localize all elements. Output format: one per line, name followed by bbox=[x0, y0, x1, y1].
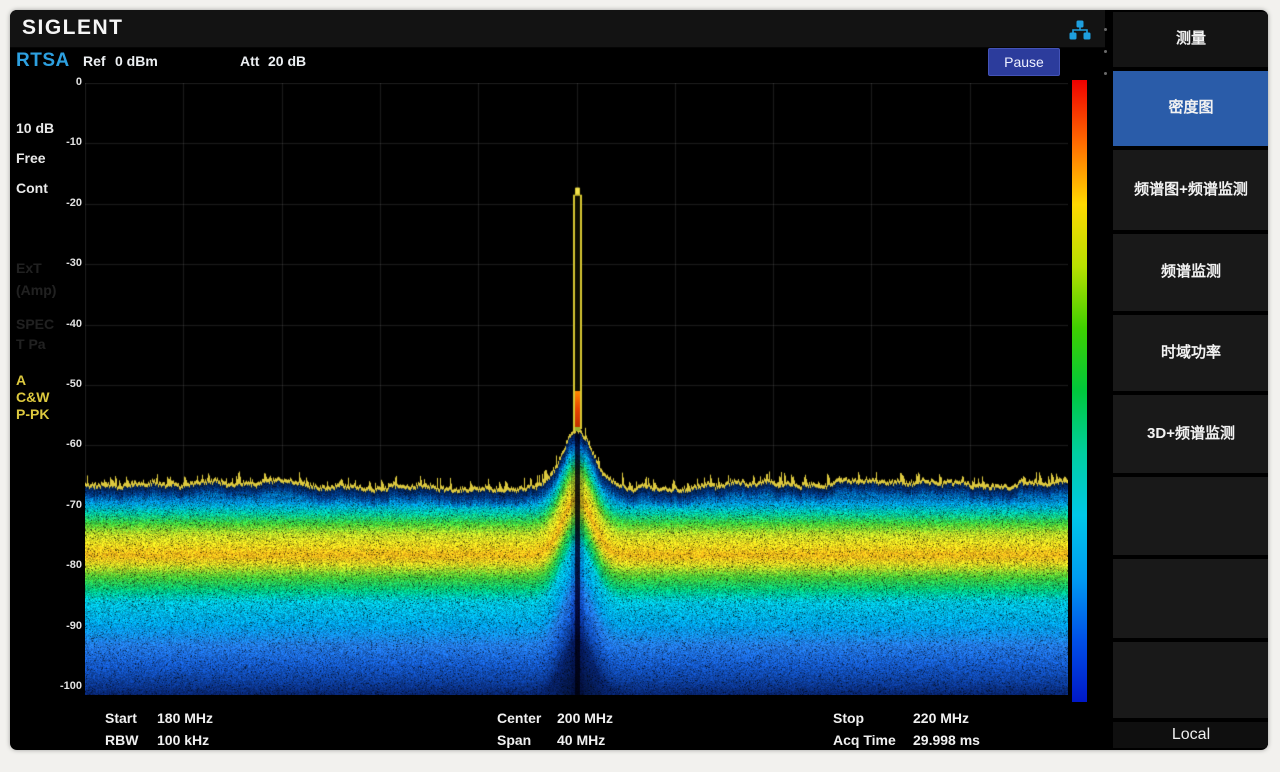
footer-stop-group: Stop220 MHz Acq Time29.998 ms bbox=[833, 707, 980, 750]
density-colorbar bbox=[1072, 80, 1087, 702]
mode-label: RTSA bbox=[16, 50, 70, 72]
acq-time-value[interactable]: 29.998 ms bbox=[913, 732, 980, 748]
acq-time-label: Acq Time bbox=[833, 732, 913, 748]
pause-button[interactable]: Pause bbox=[988, 48, 1060, 76]
footer-center-group: Center200 MHz Span40 MHz bbox=[497, 707, 613, 750]
center-value[interactable]: 200 MHz bbox=[557, 710, 613, 726]
menu-item-3d-spectrum-monitor[interactable]: 3D+频谱监测 bbox=[1113, 395, 1268, 473]
menu-item-empty[interactable] bbox=[1113, 642, 1268, 718]
start-value[interactable]: 180 MHz bbox=[157, 710, 213, 726]
span-label: Span bbox=[497, 732, 557, 748]
logo-bar bbox=[10, 10, 1105, 48]
span-value[interactable]: 40 MHz bbox=[557, 732, 605, 748]
rbw-value[interactable]: 100 kHz bbox=[157, 732, 209, 748]
footer-start-group: Start180 MHz RBW100 kHz bbox=[105, 707, 213, 750]
att-value[interactable]: 20 dB bbox=[268, 53, 306, 69]
center-label: Center bbox=[497, 710, 557, 726]
y-axis-tick: -30 bbox=[40, 257, 82, 269]
ref-label: Ref bbox=[83, 53, 106, 69]
softkey-menu: 测量 密度图 频谱图+频谱监测 频谱监测 时域功率 3D+频谱监测 Local bbox=[1113, 12, 1268, 748]
menu-handle[interactable] bbox=[1101, 28, 1109, 98]
att-label: Att bbox=[240, 53, 259, 69]
y-axis-tick: -100 bbox=[40, 680, 82, 692]
menu-item-empty[interactable] bbox=[1113, 477, 1268, 555]
menu-item-time-domain-power[interactable]: 时域功率 bbox=[1113, 315, 1268, 391]
brand-logo: SIGLENT bbox=[22, 16, 124, 40]
menu-item-empty[interactable] bbox=[1113, 559, 1268, 638]
spectrum-density-plot[interactable] bbox=[85, 83, 1068, 695]
menu-item-spectrum-monitor[interactable]: 频谱监测 bbox=[1113, 234, 1268, 311]
dim-annunciator: ExT bbox=[16, 260, 42, 276]
y-axis-tick: -40 bbox=[40, 318, 82, 330]
y-axis-tick: 0 bbox=[40, 76, 82, 88]
stop-value[interactable]: 220 MHz bbox=[913, 710, 969, 726]
y-axis-tick: -80 bbox=[40, 559, 82, 571]
ref-value[interactable]: 0 dBm bbox=[115, 53, 158, 69]
y-axis-tick: -60 bbox=[40, 438, 82, 450]
local-button[interactable]: Local bbox=[1113, 722, 1268, 748]
stop-label: Stop bbox=[833, 710, 913, 726]
menu-title: 测量 bbox=[1113, 12, 1268, 67]
analyzer-screen: SIGLENT RTSA Ref 0 dBm Att 20 dB Pause 1… bbox=[10, 10, 1268, 750]
menu-item-spectrogram-plus-monitor[interactable]: 频谱图+频谱监测 bbox=[1113, 150, 1268, 230]
start-label: Start bbox=[105, 710, 157, 726]
y-axis-tick: -20 bbox=[40, 197, 82, 209]
y-axis-tick: -90 bbox=[40, 620, 82, 632]
menu-item-density-map[interactable]: 密度图 bbox=[1113, 71, 1268, 146]
rbw-label: RBW bbox=[105, 732, 157, 748]
lan-network-icon bbox=[1069, 20, 1091, 42]
y-axis-ticks: 0-10-20-30-40-50-60-70-80-90-100 bbox=[40, 83, 82, 695]
y-axis-tick: -50 bbox=[40, 378, 82, 390]
trace-name-label: A bbox=[16, 372, 26, 388]
y-axis-tick: -70 bbox=[40, 499, 82, 511]
y-axis-tick: -10 bbox=[40, 136, 82, 148]
